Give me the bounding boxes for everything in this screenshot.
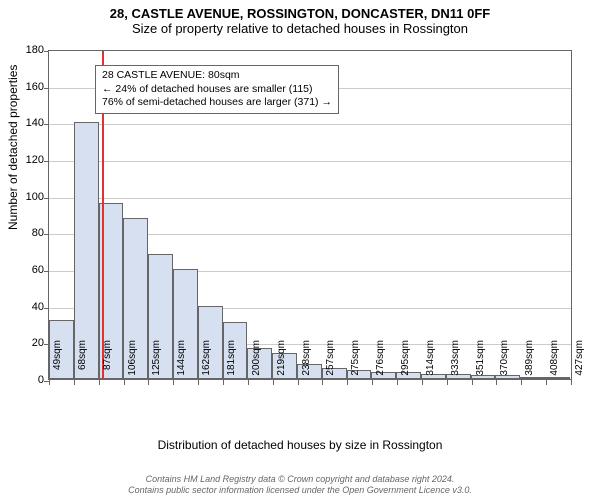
x-tick-label: 87sqm (102, 340, 113, 384)
y-tick-mark (44, 88, 49, 89)
x-tick-mark (397, 380, 398, 385)
y-tick-mark (44, 234, 49, 235)
y-tick-label: 0 (14, 374, 44, 386)
x-tick-label: 275sqm (350, 340, 361, 384)
footer-line2: Contains public sector information licen… (0, 485, 600, 496)
x-tick-label: 427sqm (574, 340, 585, 384)
y-tick-mark (44, 51, 49, 52)
y-tick-mark (44, 271, 49, 272)
x-tick-mark (248, 380, 249, 385)
footer-line1: Contains HM Land Registry data © Crown c… (0, 474, 600, 485)
x-tick-label: 219sqm (276, 340, 287, 384)
x-tick-label: 257sqm (325, 340, 336, 384)
y-tick-label: 20 (14, 337, 44, 349)
x-tick-label: 351sqm (475, 340, 486, 384)
attribution-footer: Contains HM Land Registry data © Crown c… (0, 474, 600, 496)
x-tick-label: 314sqm (425, 340, 436, 384)
x-tick-mark (198, 380, 199, 385)
x-tick-mark (347, 380, 348, 385)
x-tick-label: 125sqm (151, 340, 162, 384)
x-tick-mark (273, 380, 274, 385)
x-tick-mark (322, 380, 323, 385)
x-tick-mark (49, 380, 50, 385)
x-tick-label: 389sqm (524, 340, 535, 384)
y-tick-label: 40 (14, 301, 44, 313)
annotation-line: 28 CASTLE AVENUE: 80sqm (102, 69, 332, 83)
y-tick-mark (44, 308, 49, 309)
x-tick-label: 333sqm (450, 340, 461, 384)
x-tick-mark (223, 380, 224, 385)
x-tick-label: 68sqm (77, 340, 88, 384)
y-tick-label: 60 (14, 264, 44, 276)
x-tick-mark (99, 380, 100, 385)
x-tick-mark (124, 380, 125, 385)
x-tick-label: 106sqm (127, 340, 138, 384)
x-tick-label: 295sqm (400, 340, 411, 384)
x-tick-mark (74, 380, 75, 385)
gridline (49, 161, 571, 162)
y-tick-label: 160 (14, 81, 44, 93)
annotation-line: ← 24% of detached houses are smaller (11… (102, 83, 332, 97)
y-tick-mark (44, 124, 49, 125)
plot-area: 28 CASTLE AVENUE: 80sqm← 24% of detached… (48, 50, 572, 380)
y-tick-label: 180 (14, 44, 44, 56)
x-tick-mark (372, 380, 373, 385)
x-tick-mark (571, 380, 572, 385)
x-tick-label: 144sqm (176, 340, 187, 384)
x-tick-label: 370sqm (499, 340, 510, 384)
annotation-line: 76% of semi-detached houses are larger (… (102, 96, 332, 110)
y-tick-mark (44, 161, 49, 162)
x-axis-label: Distribution of detached houses by size … (0, 438, 600, 452)
x-tick-label: 276sqm (375, 340, 386, 384)
annotation-box: 28 CASTLE AVENUE: 80sqm← 24% of detached… (95, 65, 339, 114)
x-tick-mark (472, 380, 473, 385)
x-tick-mark (521, 380, 522, 385)
x-tick-label: 181sqm (226, 340, 237, 384)
x-tick-mark (148, 380, 149, 385)
x-tick-mark (173, 380, 174, 385)
title-block: 28, CASTLE AVENUE, ROSSINGTON, DONCASTER… (0, 0, 600, 36)
x-tick-label: 200sqm (251, 340, 262, 384)
gridline (49, 124, 571, 125)
x-tick-label: 238sqm (301, 340, 312, 384)
y-tick-mark (44, 198, 49, 199)
chart-area: 28 CASTLE AVENUE: 80sqm← 24% of detached… (48, 50, 572, 420)
address-title: 28, CASTLE AVENUE, ROSSINGTON, DONCASTER… (0, 6, 600, 21)
y-tick-label: 120 (14, 154, 44, 166)
x-tick-label: 408sqm (549, 340, 560, 384)
x-tick-mark (422, 380, 423, 385)
subtitle: Size of property relative to detached ho… (0, 21, 600, 36)
y-tick-label: 140 (14, 117, 44, 129)
x-tick-label: 49sqm (52, 340, 63, 384)
gridline (49, 198, 571, 199)
x-tick-mark (298, 380, 299, 385)
x-tick-mark (546, 380, 547, 385)
y-tick-label: 80 (14, 227, 44, 239)
x-tick-label: 162sqm (201, 340, 212, 384)
x-tick-mark (447, 380, 448, 385)
x-tick-mark (496, 380, 497, 385)
y-tick-label: 100 (14, 191, 44, 203)
